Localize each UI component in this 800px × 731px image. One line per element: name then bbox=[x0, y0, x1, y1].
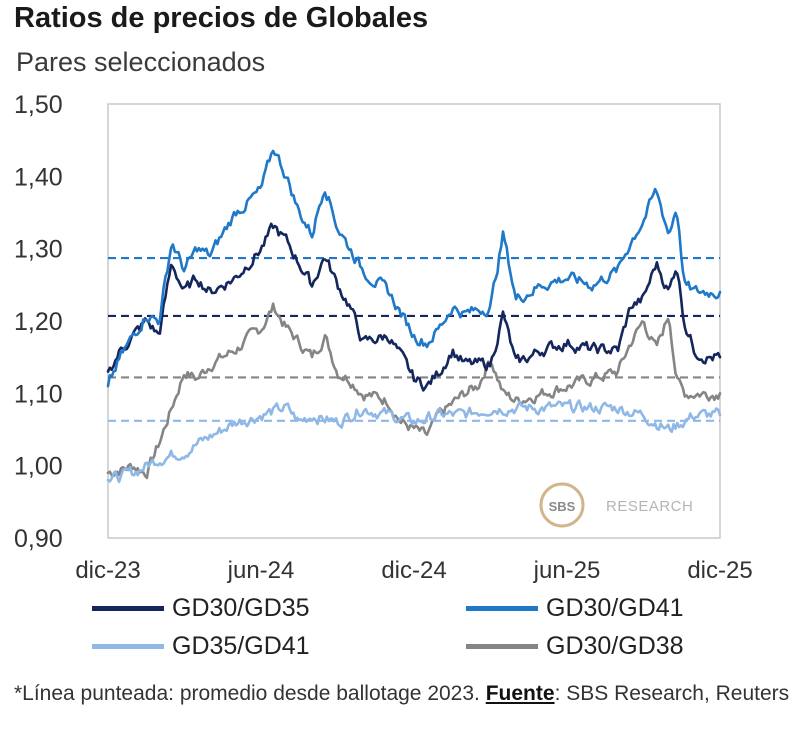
legend-label-gd30-gd41: GD30/GD41 bbox=[546, 594, 684, 622]
line-chart: 0,90 1,00 1,10 1,20 1,30 1,40 1,50 SBS RESEARC… bbox=[14, 91, 753, 584]
legend: GD30/GD35 GD30/GD41 GD35/GD41 GD30/GD38 bbox=[0, 590, 800, 680]
x-tick-label: dic-24 bbox=[381, 557, 446, 584]
y-tick-label: 1,30 bbox=[14, 236, 63, 264]
series-line-gd35-gd41 bbox=[106, 399, 722, 484]
footnote: *Línea punteada: promedio desde ballotag… bbox=[14, 680, 800, 708]
legend-item-gd30-gd38: GD30/GD38 bbox=[466, 632, 684, 661]
series-line-gd30-gd35 bbox=[106, 222, 722, 392]
x-axis-ticks: dic-23 jun-24 dic-24 jun-25 dic-25 bbox=[75, 557, 752, 584]
legend-item-gd30-gd41: GD30/GD41 bbox=[466, 594, 684, 623]
y-tick-label: 0,90 bbox=[14, 525, 63, 553]
x-tick-label: jun-24 bbox=[227, 557, 295, 584]
series-line-gd30-gd38 bbox=[106, 302, 722, 480]
legend-label-gd35-gd41: GD35/GD41 bbox=[172, 632, 310, 660]
legend-swatch-gd30-gd35 bbox=[92, 606, 164, 611]
x-tick-label: dic-23 bbox=[75, 557, 140, 584]
y-tick-label: 1,00 bbox=[14, 453, 63, 481]
sbs-logo-icon bbox=[539, 482, 585, 528]
sbs-logo-text: SBS bbox=[549, 499, 576, 514]
y-tick-label: 1,50 bbox=[14, 91, 63, 119]
legend-label-gd30-gd38: GD30/GD38 bbox=[546, 632, 684, 660]
research-watermark-text: RESEARCH bbox=[606, 498, 693, 515]
y-tick-label: 1,20 bbox=[14, 308, 63, 336]
legend-swatch-gd30-gd38 bbox=[466, 644, 538, 649]
legend-item-gd30-gd35: GD30/GD35 bbox=[92, 594, 310, 623]
x-tick-label: dic-25 bbox=[687, 557, 752, 584]
series-lines bbox=[106, 149, 722, 484]
y-axis-ticks: 0,90 1,00 1,10 1,20 1,30 1,40 1,50 bbox=[14, 91, 63, 553]
plot-frame bbox=[107, 103, 721, 539]
y-tick-label: 1,10 bbox=[14, 380, 63, 408]
y-tick-label: 1,40 bbox=[14, 163, 63, 191]
footnote-source-label: Fuente bbox=[485, 682, 555, 705]
chart-title: Ratios de precios de Globales bbox=[14, 2, 429, 34]
legend-label-gd30-gd35: GD30/GD35 bbox=[172, 594, 310, 622]
chart-subtitle: Pares seleccionados bbox=[16, 47, 266, 77]
legend-item-gd35-gd41: GD35/GD41 bbox=[92, 632, 310, 661]
footnote-source-text: : SBS Research, Reuters bbox=[554, 682, 790, 705]
x-tick-label: jun-25 bbox=[533, 557, 601, 584]
footnote-text: *Línea punteada: promedio desde ballotag… bbox=[14, 682, 486, 705]
legend-swatch-gd30-gd41 bbox=[466, 606, 538, 611]
sbs-research-watermark: SBS RESEARCH bbox=[539, 482, 693, 528]
legend-swatch-gd35-gd41 bbox=[92, 644, 164, 649]
series-line-gd30-gd41 bbox=[106, 149, 722, 388]
